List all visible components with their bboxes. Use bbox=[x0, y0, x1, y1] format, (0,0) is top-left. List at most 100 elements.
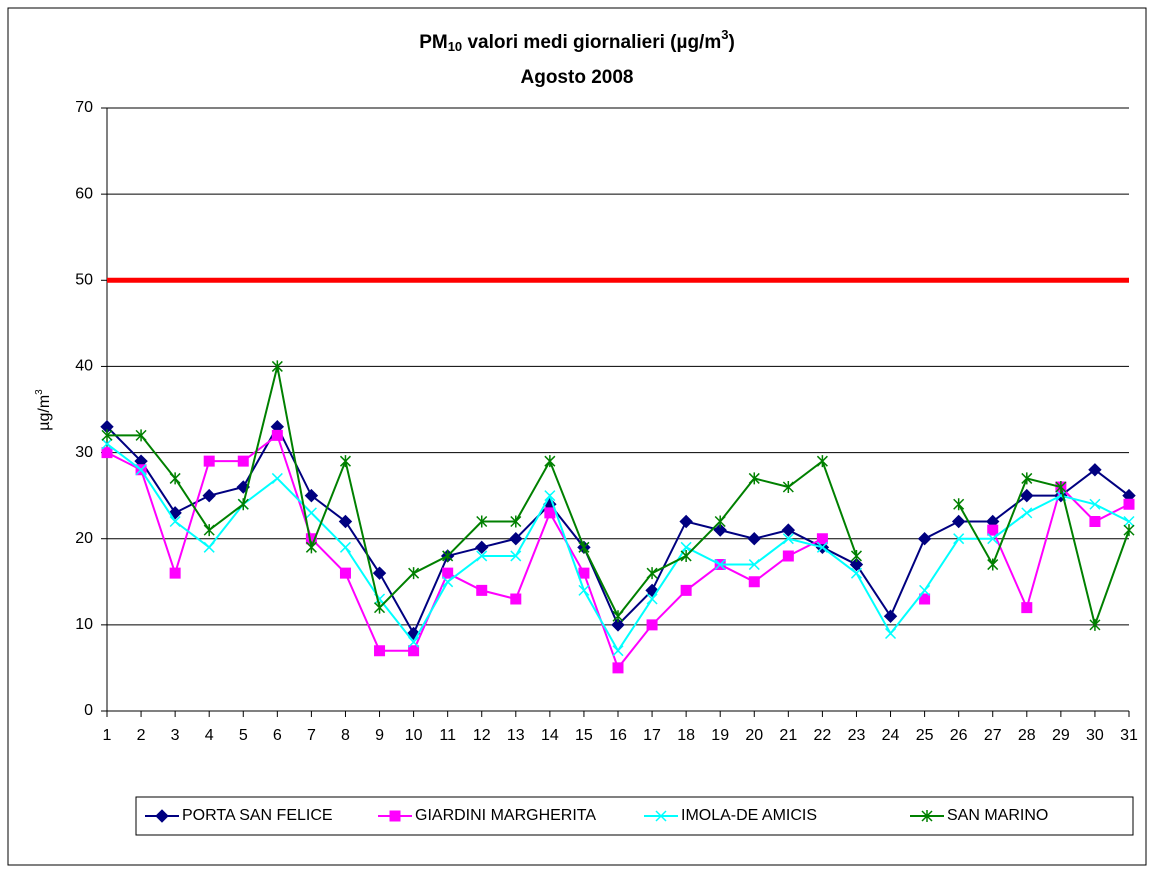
marker bbox=[305, 507, 317, 519]
marker bbox=[816, 533, 828, 545]
marker bbox=[101, 438, 113, 450]
marker bbox=[203, 524, 215, 537]
y-tick-label: 0 bbox=[84, 702, 93, 719]
marker bbox=[646, 567, 658, 580]
x-tick-label: 8 bbox=[341, 727, 350, 744]
x-tick-label: 13 bbox=[507, 727, 525, 744]
y-axis-label: µg/m3 bbox=[34, 389, 54, 431]
legend-marker bbox=[155, 809, 169, 823]
chart-subtitle: Agosto 2008 bbox=[521, 67, 634, 88]
marker bbox=[885, 627, 897, 640]
x-tick-label: 27 bbox=[984, 727, 1002, 744]
marker bbox=[101, 447, 113, 459]
marker bbox=[849, 557, 864, 572]
marker bbox=[271, 429, 283, 441]
marker bbox=[544, 455, 556, 468]
title-part: PM bbox=[419, 32, 448, 53]
marker bbox=[442, 549, 454, 562]
marker bbox=[748, 559, 760, 571]
title-sup: 3 bbox=[721, 27, 728, 42]
marker bbox=[1089, 515, 1101, 527]
marker bbox=[850, 549, 862, 562]
x-tick-label: 22 bbox=[814, 727, 832, 744]
marker bbox=[169, 515, 181, 528]
marker bbox=[646, 619, 658, 631]
marker bbox=[987, 524, 999, 536]
x-tick-label: 18 bbox=[677, 727, 695, 744]
marker bbox=[1021, 507, 1033, 519]
x-tick-label: 15 bbox=[575, 727, 593, 744]
marker bbox=[169, 472, 181, 485]
marker bbox=[408, 567, 420, 580]
marker bbox=[1089, 498, 1101, 510]
marker bbox=[476, 515, 488, 528]
x-tick-label: 14 bbox=[541, 727, 559, 744]
legend-label: PORTA SAN FELICE bbox=[182, 807, 333, 824]
marker bbox=[339, 567, 351, 579]
marker bbox=[408, 636, 420, 648]
x-tick-label: 6 bbox=[273, 727, 282, 744]
marker bbox=[578, 584, 590, 596]
marker bbox=[339, 541, 351, 553]
marker bbox=[645, 583, 659, 598]
marker bbox=[544, 490, 556, 502]
marker bbox=[816, 455, 828, 468]
marker bbox=[1055, 481, 1067, 494]
x-tick-label: 11 bbox=[439, 727, 456, 744]
marker bbox=[953, 498, 965, 511]
marker bbox=[305, 541, 317, 554]
marker bbox=[372, 566, 387, 580]
x-tick-label: 25 bbox=[916, 727, 934, 744]
marker bbox=[544, 507, 556, 519]
marker bbox=[510, 515, 522, 528]
legend-box bbox=[135, 796, 1134, 836]
y-label-sup: 3 bbox=[34, 389, 45, 395]
marker bbox=[271, 472, 283, 484]
x-tick-label: 21 bbox=[779, 727, 797, 744]
x-tick-label: 12 bbox=[473, 727, 491, 744]
marker bbox=[339, 455, 351, 468]
marker bbox=[987, 558, 999, 571]
marker bbox=[1021, 472, 1033, 485]
marker bbox=[510, 550, 522, 562]
legend-label: IMOLA-DE AMICIS bbox=[681, 807, 817, 824]
y-tick-label: 40 bbox=[75, 358, 93, 375]
x-tick-label: 30 bbox=[1086, 727, 1104, 744]
marker bbox=[679, 514, 693, 529]
marker bbox=[612, 645, 624, 657]
marker bbox=[680, 584, 692, 596]
marker bbox=[748, 472, 760, 485]
marker bbox=[237, 455, 249, 467]
marker bbox=[816, 541, 828, 553]
marker bbox=[1123, 515, 1135, 528]
y-label-part: µg/m bbox=[36, 395, 53, 431]
x-tick-label: 9 bbox=[375, 727, 384, 744]
x-tick-label: 5 bbox=[239, 727, 248, 744]
marker bbox=[748, 576, 760, 588]
marker bbox=[338, 514, 353, 529]
marker bbox=[271, 360, 283, 373]
marker bbox=[374, 645, 386, 657]
legend-label: SAN MARINO bbox=[947, 807, 1048, 824]
marker bbox=[714, 559, 726, 571]
marker bbox=[987, 533, 999, 545]
marker bbox=[374, 601, 386, 614]
marker bbox=[202, 488, 216, 503]
title-sub: 10 bbox=[448, 39, 462, 54]
marker bbox=[510, 593, 522, 605]
marker bbox=[135, 429, 147, 442]
marker bbox=[1088, 463, 1102, 477]
marker bbox=[680, 549, 692, 562]
y-tick-label: 30 bbox=[75, 444, 93, 461]
marker bbox=[442, 576, 454, 588]
x-tick-label: 24 bbox=[882, 727, 900, 744]
title-part: ) bbox=[728, 32, 734, 53]
marker bbox=[1123, 524, 1135, 537]
x-tick-label: 19 bbox=[711, 727, 729, 744]
y-tick-label: 20 bbox=[75, 530, 93, 547]
x-tick-label: 4 bbox=[205, 727, 214, 744]
x-tick-label: 7 bbox=[307, 727, 316, 744]
marker bbox=[578, 541, 590, 554]
